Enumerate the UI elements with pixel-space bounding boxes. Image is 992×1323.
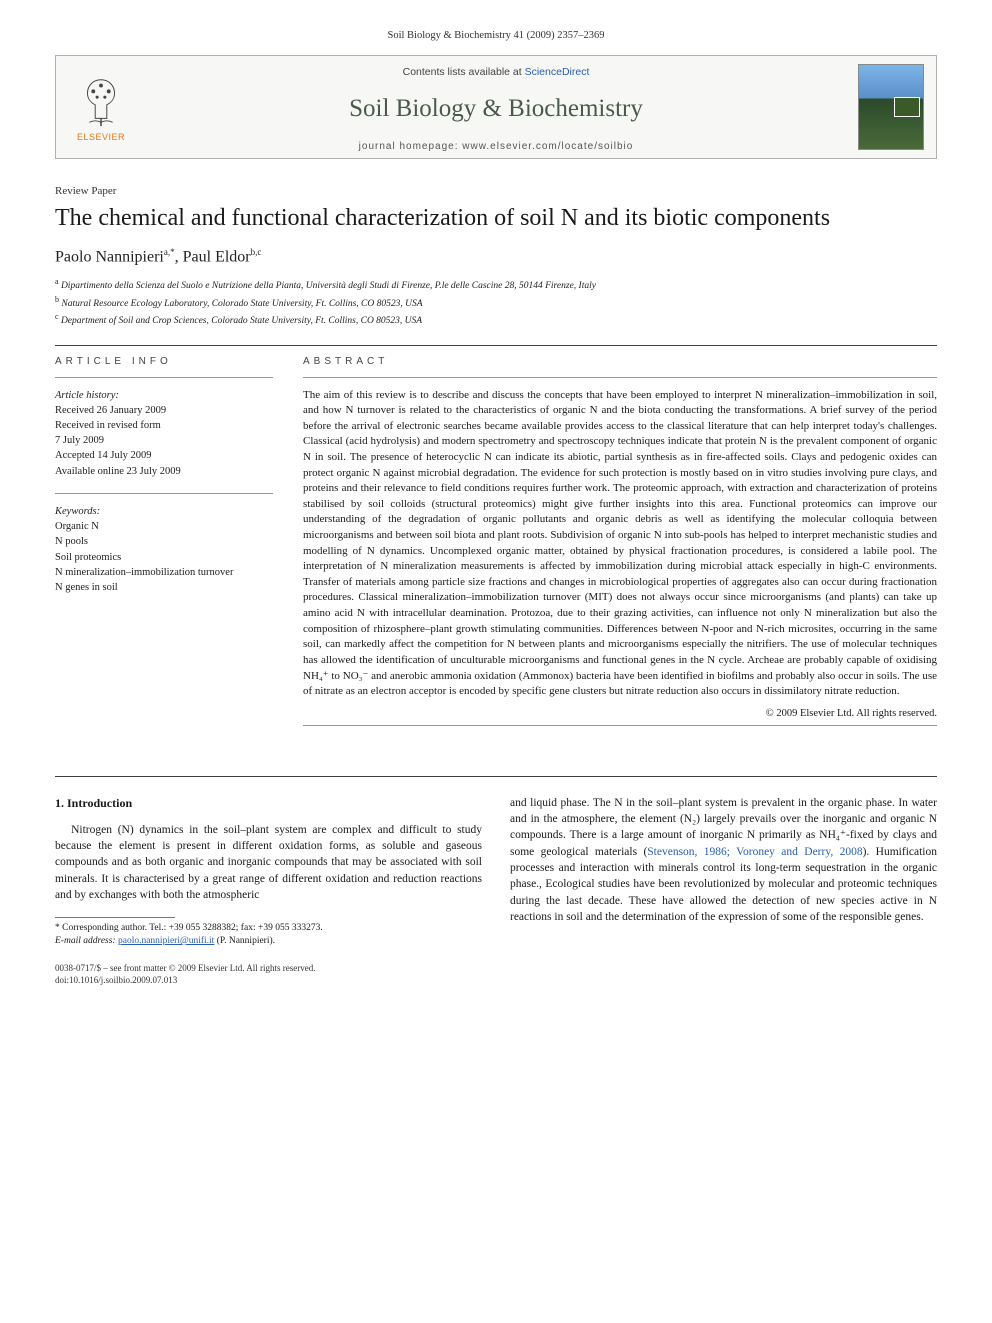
author-1-marks: a,*: [164, 247, 175, 257]
rule-top: [55, 345, 937, 346]
bottom-meta: 0038-0717/$ – see front matter © 2009 El…: [55, 962, 482, 986]
history-line: Available online 23 July 2009: [55, 464, 273, 479]
history-line: Received 26 January 2009: [55, 403, 273, 418]
affil-text: Natural Resource Ecology Laboratory, Col…: [61, 299, 422, 309]
citation-link[interactable]: Stevenson, 1986; Voroney and Derry, 2008: [647, 846, 862, 858]
history-head: Article history:: [55, 388, 273, 403]
front-matter-line: 0038-0717/$ – see front matter © 2009 El…: [55, 962, 482, 974]
email-label: E-mail address:: [55, 936, 118, 946]
corr-fax-label: ; fax:: [236, 923, 258, 933]
affil-c: c Department of Soil and Crop Sciences, …: [55, 311, 937, 328]
journal-name: Soil Biology & Biochemistry: [154, 95, 838, 123]
corr-email[interactable]: paolo.nannipieri@unifi.it: [118, 936, 214, 946]
publisher-logo-cell: ELSEVIER: [56, 56, 146, 158]
homepage-line: journal homepage: www.elsevier.com/locat…: [154, 141, 838, 152]
corr-label: * Corresponding author. Tel.:: [55, 923, 169, 933]
author-2-marks: b,c: [251, 247, 262, 257]
body-col-right: and liquid phase. The N in the soil–plan…: [510, 795, 937, 987]
elsevier-tree-icon: [72, 72, 130, 130]
history-block: Article history: Received 26 January 200…: [55, 388, 273, 479]
article-title: The chemical and functional characteriza…: [55, 203, 937, 233]
publisher-center: Contents lists available at ScienceDirec…: [146, 56, 846, 158]
homepage-prefix: journal homepage:: [359, 141, 463, 152]
homepage-url[interactable]: www.elsevier.com/locate/soilbio: [462, 141, 633, 152]
cover-cell: [846, 56, 936, 158]
corr-tel: +39 055 3288382: [169, 923, 236, 933]
affil-mark: a: [55, 277, 59, 286]
keyword: N genes in soil: [55, 580, 273, 595]
affil-mark: c: [55, 312, 59, 321]
doi-line: doi:10.1016/j.soilbio.2009.07.013: [55, 974, 482, 986]
email-person: (P. Nannipieri).: [214, 936, 275, 946]
history-line: 7 July 2009: [55, 433, 273, 448]
authors: Paolo Nannipieria,*, Paul Eldorb,c: [55, 247, 937, 266]
affil-b: b Natural Resource Ecology Laboratory, C…: [55, 294, 937, 311]
affil-mark: b: [55, 295, 59, 304]
affiliations: a Dipartimento della Scienza del Suolo e…: [55, 276, 937, 328]
keyword: Organic N: [55, 519, 273, 534]
copyright-line: © 2009 Elsevier Ltd. All rights reserved…: [303, 708, 937, 719]
abstract-rule-bottom: [303, 725, 937, 726]
footnote-rule: [55, 917, 175, 918]
sciencedirect-link[interactable]: ScienceDirect: [525, 66, 590, 78]
keywords-block: Keywords: Organic N N pools Soil proteom…: [55, 504, 273, 595]
publisher-box: ELSEVIER Contents lists available at Sci…: [55, 55, 937, 159]
affil-text: Dipartimento della Scienza del Suolo e N…: [61, 281, 596, 291]
keyword: N pools: [55, 534, 273, 549]
paper-type: Review Paper: [55, 185, 937, 197]
intro-heading: 1. Introduction: [55, 795, 482, 812]
keyword: Soil proteomics: [55, 550, 273, 565]
author-1[interactable]: Paolo Nannipieri: [55, 248, 164, 265]
article-info-label: ARTICLE INFO: [55, 356, 273, 367]
info-rule-2: [55, 493, 273, 494]
abstract-label: ABSTRACT: [303, 356, 937, 367]
publisher-name: ELSEVIER: [77, 132, 125, 142]
rule-mid: [55, 776, 937, 777]
keyword: N mineralization–immobilization turnover: [55, 565, 273, 580]
contents-line: Contents lists available at ScienceDirec…: [154, 66, 838, 78]
abstract-text: The aim of this review is to describe an…: [303, 388, 937, 700]
body-col-left: 1. Introduction Nitrogen (N) dynamics in…: [55, 795, 482, 987]
history-line: Received in revised form: [55, 418, 273, 433]
journal-cover-icon: [858, 64, 924, 150]
intro-p2: and liquid phase. The N in the soil–plan…: [510, 795, 937, 926]
header-citation: Soil Biology & Biochemistry 41 (2009) 23…: [55, 30, 937, 41]
info-rule-1: [55, 377, 273, 378]
article-info-col: ARTICLE INFO Article history: Received 2…: [55, 356, 273, 736]
affil-text: Department of Soil and Crop Sciences, Co…: [61, 316, 422, 326]
history-line: Accepted 14 July 2009: [55, 448, 273, 463]
abstract-rule: [303, 377, 937, 378]
meta-row: ARTICLE INFO Article history: Received 2…: [55, 356, 937, 736]
author-2[interactable]: Paul Eldor: [183, 248, 251, 265]
contents-prefix: Contents lists available at: [403, 66, 525, 78]
affil-a: a Dipartimento della Scienza del Suolo e…: [55, 276, 937, 293]
abstract-col: ABSTRACT The aim of this review is to de…: [303, 356, 937, 736]
corresponding-footnote: * Corresponding author. Tel.: +39 055 32…: [55, 922, 482, 948]
body-columns: 1. Introduction Nitrogen (N) dynamics in…: [55, 795, 937, 987]
keywords-head: Keywords:: [55, 504, 273, 519]
corr-fax: +39 055 333273.: [258, 923, 323, 933]
intro-p1: Nitrogen (N) dynamics in the soil–plant …: [55, 822, 482, 904]
